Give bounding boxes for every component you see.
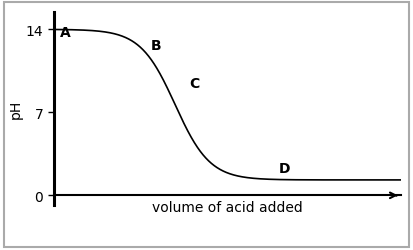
Text: A: A (60, 26, 71, 40)
Y-axis label: pH: pH (9, 99, 23, 118)
Text: B: B (151, 38, 161, 52)
X-axis label: volume of acid added: volume of acid added (152, 200, 303, 214)
Text: D: D (279, 162, 291, 175)
Text: C: C (189, 76, 199, 90)
